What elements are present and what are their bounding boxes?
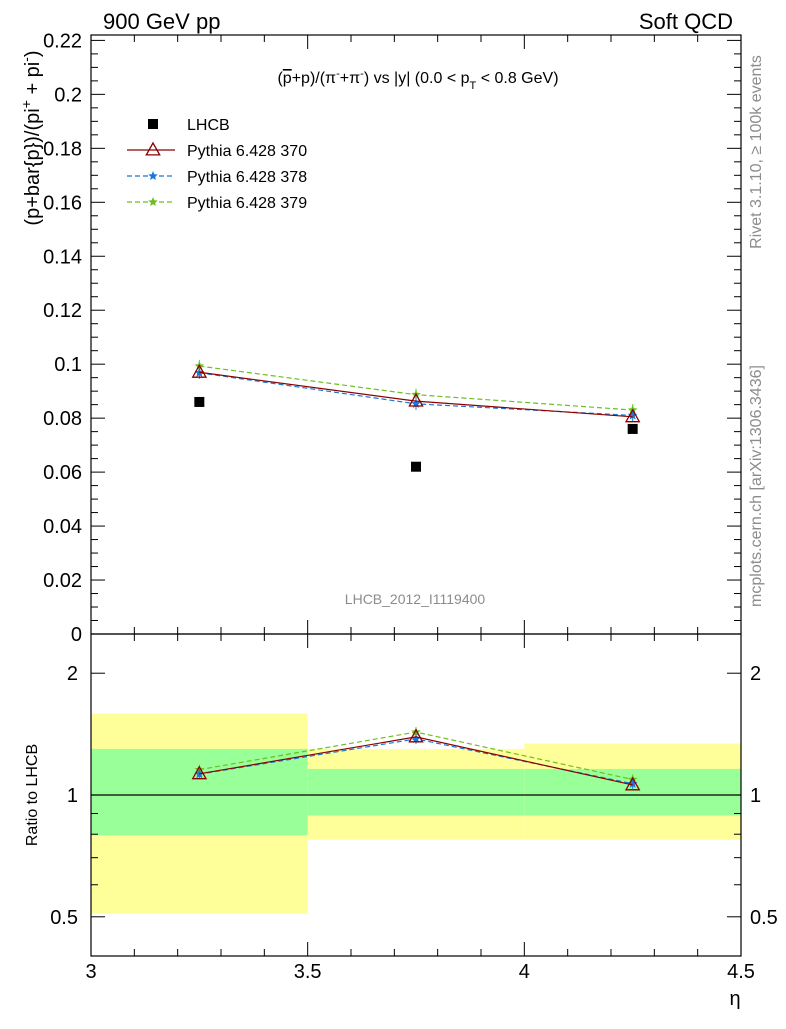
legend-label: Pythia 6.428 378: [187, 169, 307, 186]
mcplots-label: mcplots.cern.ch [arXiv:1306.3436]: [748, 365, 765, 607]
ratio-point-370: [624, 776, 641, 791]
ratio-band-green: [91, 748, 308, 836]
main-title: (p+p)/(π-+π-) vs |y| (0.0 < pT < 0.8 GeV…: [277, 68, 558, 92]
legend-marker-370: [145, 141, 161, 156]
ratio-point-370: [191, 765, 208, 780]
ratio-uncertainty-bands: [91, 713, 741, 914]
main-ytick-label: 0.18: [43, 138, 82, 160]
ratio-band-green: [307, 768, 525, 816]
xtick-label: 3: [85, 961, 96, 983]
ratio-point-1: [411, 733, 421, 743]
rivet-label: Rivet 3.1.10, ≥ 100k events: [748, 55, 765, 249]
main-ytick-label: 0.12: [43, 300, 82, 322]
mc-point-2: [627, 410, 638, 420]
main-ytick-label: 0.2: [54, 84, 82, 106]
legend-marker-lhcb: [148, 119, 158, 129]
ratio-ytick-label-right: 1: [750, 785, 761, 807]
header-left: 900 GeV pp: [103, 9, 220, 34]
main-ylabel: (p+bar{p})/(pi+ + pi-): [18, 50, 44, 225]
mc-point-370: [624, 408, 641, 423]
ratio-ytick-label: 0.5: [50, 907, 78, 929]
mc-point-370: [408, 392, 424, 407]
main-ytick-label: 0.16: [43, 192, 82, 214]
x-axis-label: η: [729, 988, 740, 1010]
main-ytick-label: 0.02: [43, 570, 82, 592]
panel-frames: 0 0.02 0.04 0.06 0.08 0.1 0.12 0.14 0.16 0.18 0.2 0…: [43, 30, 778, 983]
main-ytick-label: 0.06: [43, 462, 82, 484]
ratio-ytick-label: 1: [67, 785, 78, 807]
data-point-lhcb: [411, 461, 421, 472]
xtick-label: 3.5: [294, 961, 322, 983]
legend-label: Pythia 6.428 370: [187, 143, 307, 160]
ratio-ytick-label-right: 0.5: [750, 907, 778, 929]
ratio-ytick-label: 2: [67, 663, 78, 685]
ratio-line-0: [199, 736, 633, 786]
legend-marker-2: [148, 171, 158, 180]
ratio-point-370: [408, 728, 424, 743]
legend-marker-3: [148, 197, 158, 206]
ratio-point-1: [627, 778, 638, 788]
ratio-ylabel: Ratio to LHCB: [24, 744, 41, 846]
main-ytick-label: 0: [71, 624, 82, 646]
main-ytick-label: 0.04: [43, 516, 82, 538]
data-point-lhcb: [627, 423, 638, 434]
main-ytick-label: 0.1: [54, 354, 82, 376]
header-right: Soft QCD: [639, 9, 733, 34]
xtick-label: 4.5: [727, 961, 755, 983]
main-panel-plot: [191, 360, 641, 472]
main-ytick-label: 0.22: [43, 30, 82, 52]
mc-point-2: [411, 398, 421, 408]
main-ytick-label: 0.14: [43, 246, 82, 268]
data-point-lhcb: [194, 396, 205, 407]
series-line-1: [199, 371, 633, 418]
analysis-watermark: LHCB_2012_I1119400: [345, 591, 486, 607]
ratio-point-2: [411, 727, 421, 737]
ratio-ytick-label-right: 2: [750, 663, 761, 685]
legend-label: LHCB: [187, 117, 230, 134]
xtick-label: 4: [519, 961, 530, 983]
main-ytick-label: 0.08: [43, 408, 82, 430]
legend-label: Pythia 6.428 379: [187, 195, 307, 212]
ratio-panel-plot: [191, 727, 641, 791]
legend: LHCB Pythia 6.428 370 Pythia 6.428 378 Pyth…: [127, 117, 307, 212]
mc-point-370: [191, 363, 208, 378]
